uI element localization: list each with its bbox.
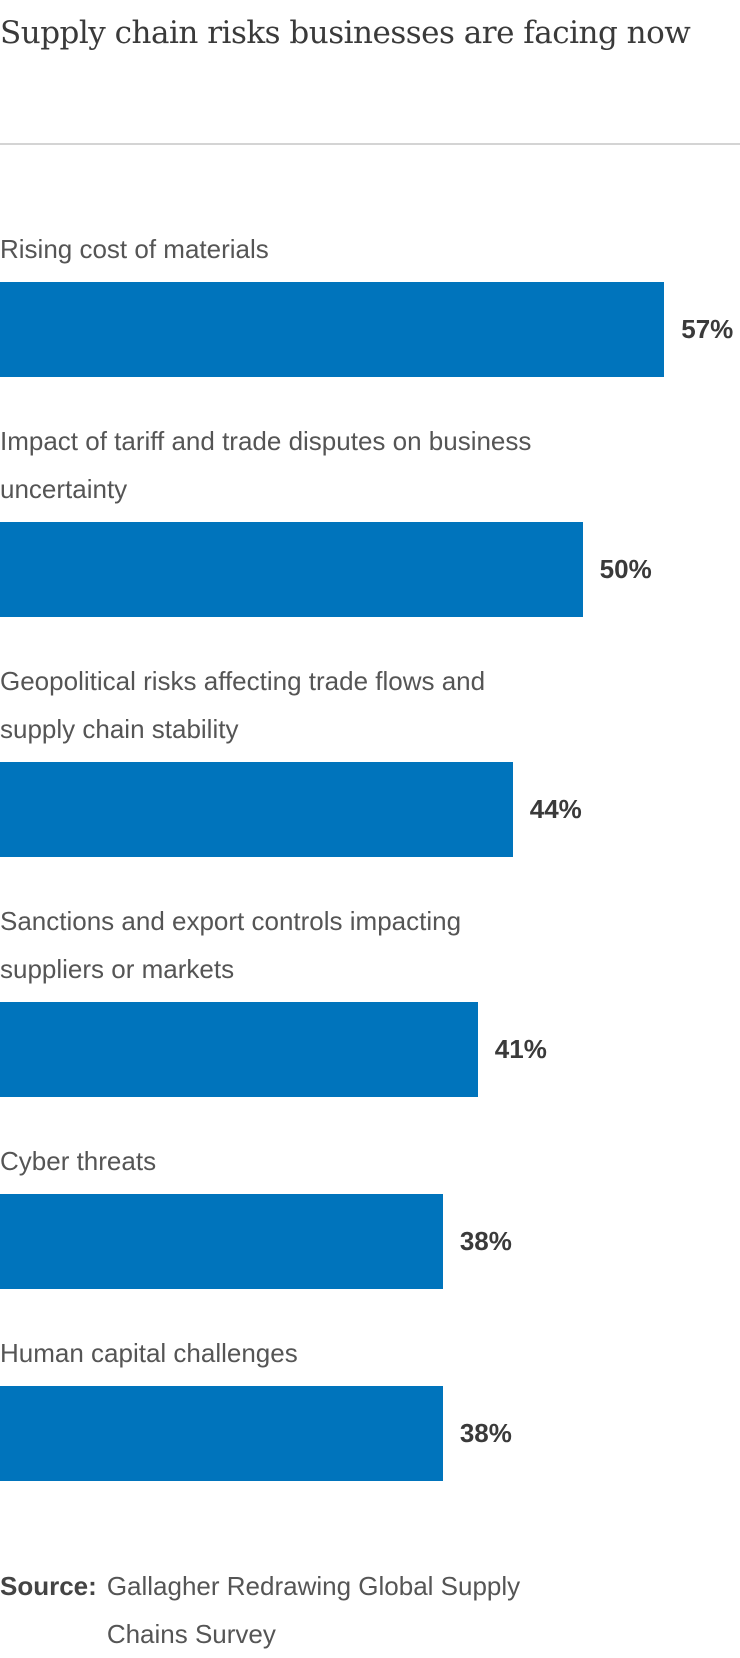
category-label: Human capital challenges [0, 1338, 298, 1368]
value-label: 41% [494, 1034, 547, 1064]
value-label: 38% [459, 1226, 512, 1256]
value-label: 44% [529, 794, 582, 824]
bar-group: Cyber threats 38% [0, 1137, 740, 1289]
bar [0, 522, 583, 617]
category-label: Geopolitical risks affecting trade flows… [0, 666, 486, 744]
bar-row: 38% [0, 1386, 740, 1481]
bar-row: 57% [0, 282, 740, 377]
bar [0, 1386, 443, 1481]
bar-row: 50% [0, 522, 740, 617]
category-label: Impact of tariff and trade disputes on b… [0, 426, 532, 504]
bar-group: Geopolitical risks affecting trade flows… [0, 657, 740, 857]
title-divider [0, 143, 740, 145]
bar-group: Human capital challenges 38% [0, 1329, 740, 1481]
value-label: 57% [681, 314, 734, 344]
source-note: Source: Gallagher Redrawing Global Suppl… [0, 1562, 587, 1658]
category-label: Cyber threats [0, 1146, 157, 1176]
value-label: 50% [599, 554, 652, 584]
bar-row: 41% [0, 1002, 740, 1097]
bar-row: 38% [0, 1194, 740, 1289]
bar [0, 1002, 478, 1097]
bar-group: Rising cost of materials 57% [0, 225, 740, 377]
bar [0, 762, 513, 857]
source-label: Source: [0, 1571, 97, 1601]
category-label: Rising cost of materials [0, 234, 269, 264]
chart-title: Supply chain risks businesses are facing… [0, 15, 691, 51]
bar [0, 282, 665, 377]
category-label: Sanctions and export controls impacting … [0, 906, 462, 984]
bar-group: Sanctions and export controls impacting … [0, 897, 740, 1097]
bar-group: Impact of tariff and trade disputes on b… [0, 417, 740, 617]
bar-row: 44% [0, 762, 740, 857]
bar [0, 1194, 443, 1289]
source-text: Gallagher Redrawing Global Supply Chains… [106, 1571, 521, 1649]
value-label: 38% [459, 1418, 512, 1448]
bar-chart: Rising cost of materials 57% Impact of tar… [0, 225, 740, 1521]
